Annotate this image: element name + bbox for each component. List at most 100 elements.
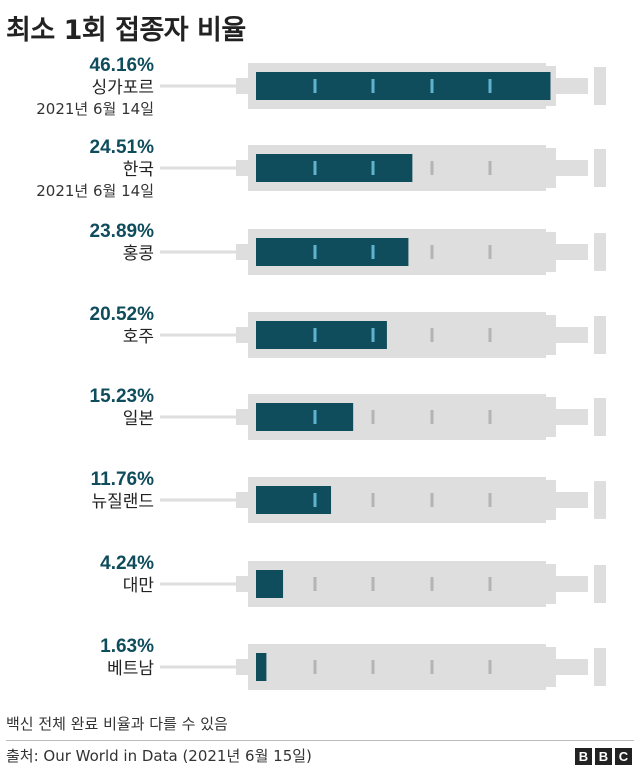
syringe-hub [236,576,250,592]
scale-tick [488,660,492,674]
chart-row: 46.16% 싱가포르 2021년 6월 14일 [0,55,640,145]
scale-tick [430,328,434,342]
syringe-needle [160,415,238,419]
category-label: 베트남 [107,659,154,679]
row-labels: 20.52% 호주 [90,304,154,348]
scale-tick [488,577,492,591]
syringe-graphic [160,229,606,275]
syringe-plunger-handle [594,316,606,354]
syringe-graphic [160,63,606,109]
syringe-flange [546,232,556,272]
syringe-plunger-handle [594,233,606,271]
syringe-flange [546,148,556,188]
syringe-needle [160,250,238,254]
bbc-logo-letter: B [595,748,612,765]
scale-tick [430,410,434,424]
data-label: 20.52% [89,304,154,325]
data-bar [256,238,409,266]
footnote: 백신 전체 완료 비율과 다를 수 있음 [6,715,228,733]
syringe-hub [236,78,250,94]
syringe-needle [160,665,238,669]
data-bar [256,486,332,514]
data-bar [256,403,354,431]
syringe-hub [236,327,250,343]
row-labels: 46.16% 싱가포르 2021년 6월 14일 [36,55,154,119]
syringe-needle [160,333,238,337]
source-note: 출처: Our World in Data (2021년 6월 15일) [6,747,312,765]
chart-row: 24.51% 한국 2021년 6월 14일 [0,137,640,227]
data-label: 4.24% [100,553,154,574]
syringe-flange [546,397,556,437]
syringe-needle [160,498,238,502]
scale-tick [313,410,317,424]
scale-tick [430,493,434,507]
syringe-graphic [160,394,606,440]
syringe-hub [236,160,250,176]
syringe-plunger-handle [594,398,606,436]
scale-tick [313,577,317,591]
syringe-graphic [160,312,606,358]
data-label: 24.51% [89,137,154,158]
syringe-graphic [160,477,606,523]
syringe-hub [236,659,250,675]
scale-tick [430,577,434,591]
bbc-logo-letter: C [615,748,632,765]
category-label: 일본 [122,409,154,429]
syringe-flange [546,564,556,604]
scale-tick [313,493,317,507]
scale-tick [371,410,375,424]
scale-tick [371,161,375,175]
row-labels: 1.63% 베트남 [100,636,154,680]
data-label: 23.89% [89,221,154,242]
syringe-barrel [248,644,546,690]
chart-row: 15.23% 일본 [0,386,640,476]
syringe-flange [546,647,556,687]
bbc-logo: B B C [575,748,632,765]
syringe-needle [160,84,238,88]
date-label: 2021년 6월 14일 [36,100,154,118]
data-bar [256,653,267,681]
chart-title: 최소 1회 접종자 비율 [6,15,246,46]
row-labels: 24.51% 한국 2021년 6월 14일 [36,137,154,201]
date-label: 2021년 6월 14일 [36,182,154,200]
data-label: 11.76% [90,469,154,490]
syringe-hub [236,492,250,508]
row-labels: 15.23% 일본 [90,386,154,430]
category-label: 싱가포르 [91,78,154,98]
scale-tick [313,79,317,93]
syringe-needle [160,582,238,586]
syringe-flange [546,66,556,106]
data-bar [256,72,551,100]
syringe-needle [160,166,238,170]
syringe-graphic [160,644,606,690]
syringe-plunger-handle [594,481,606,519]
data-label: 15.23% [89,386,154,407]
scale-tick [371,245,375,259]
scale-tick [371,79,375,93]
scale-tick [371,493,375,507]
row-labels: 23.89% 홍콩 [90,221,154,265]
scale-tick [430,660,434,674]
syringe-plunger-handle [594,565,606,603]
syringe-plunger-handle [594,67,606,105]
footer-divider [6,740,634,741]
category-label: 홍콩 [122,244,154,264]
syringe-flange [546,315,556,355]
scale-tick [371,328,375,342]
data-label: 1.63% [100,636,154,657]
syringe-plunger-handle [594,648,606,686]
chart-row: 4.24% 대만 [0,553,640,643]
data-bar [256,154,413,182]
scale-tick [488,161,492,175]
scale-tick [313,328,317,342]
category-label: 호주 [122,327,154,347]
chart-row: 1.63% 베트남 [0,636,640,726]
scale-tick [488,410,492,424]
row-labels: 11.76% 뉴질랜드 [91,469,154,513]
syringe-flange [546,480,556,520]
scale-tick [430,79,434,93]
chart-row: 20.52% 호주 [0,304,640,394]
scale-tick [430,161,434,175]
chart-row: 11.76% 뉴질랜드 [0,469,640,559]
data-bar [256,321,387,349]
